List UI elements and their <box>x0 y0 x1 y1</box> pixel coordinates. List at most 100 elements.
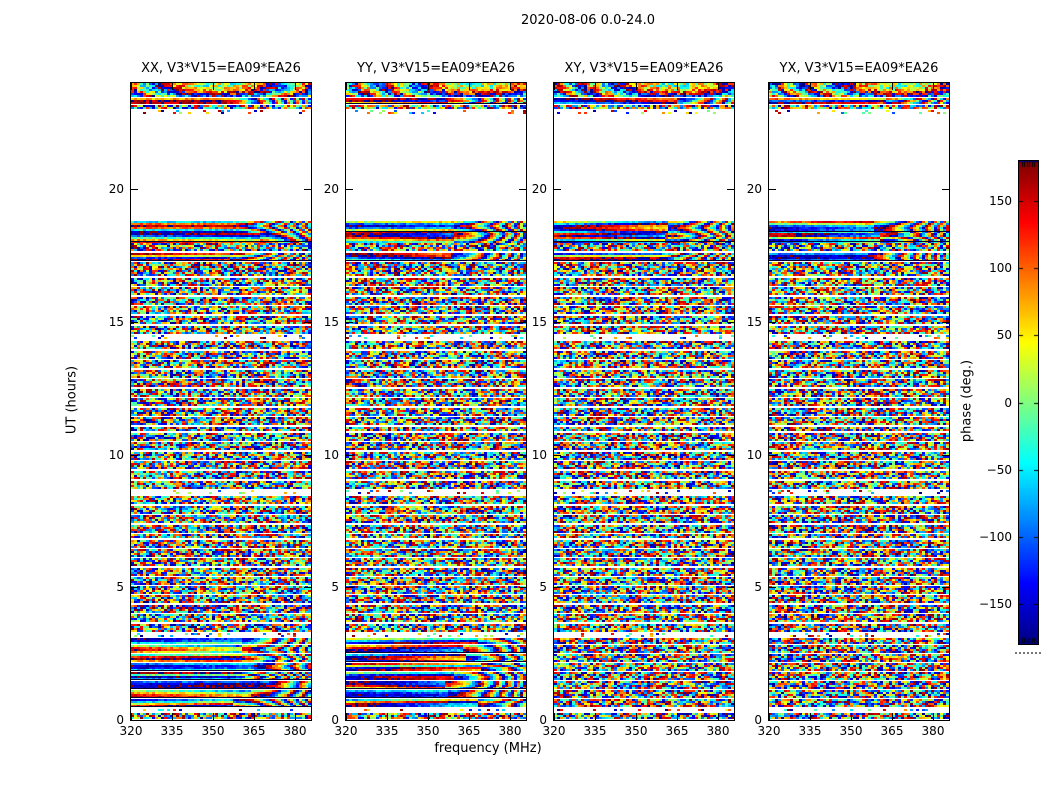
y-tick-label: 0 <box>539 713 547 727</box>
y-tickmark <box>519 455 526 456</box>
x-tickmark <box>677 83 678 90</box>
y-tick-label: 20 <box>531 182 547 196</box>
y-tickmark <box>346 189 353 190</box>
y-tickmark <box>346 322 353 323</box>
colorbar-tick-label: 100 <box>989 261 1012 275</box>
x-tickmark <box>636 713 637 720</box>
colorbar-tick-label: −100 <box>979 530 1012 544</box>
y-tick-label: 15 <box>746 315 762 329</box>
colorbar-flagged-dots-icon <box>1015 652 1041 654</box>
y-tickmark <box>554 189 561 190</box>
y-tickmark <box>519 587 526 588</box>
colorbar-tick-label: −150 <box>979 597 1012 611</box>
x-tick-label: 380 <box>498 724 522 738</box>
x-tickmark <box>254 713 255 720</box>
x-tick-label: 320 <box>757 724 781 738</box>
subplot-yx-heatmap <box>769 83 949 720</box>
y-tickmark <box>942 189 949 190</box>
x-tickmark <box>387 713 388 720</box>
y-tickmark <box>304 720 311 721</box>
y-tickmark <box>769 587 776 588</box>
x-tick-label: 320 <box>119 724 143 738</box>
y-tickmark <box>769 720 776 721</box>
y-tickmark <box>519 322 526 323</box>
subplot-yy-title: YY, V3*V15=EA09*EA26 <box>357 61 515 76</box>
x-tickmark <box>469 713 470 720</box>
x-tickmark <box>554 83 555 90</box>
y-tickmark <box>942 587 949 588</box>
y-tick-label: 5 <box>331 580 339 594</box>
y-tickmark <box>304 587 311 588</box>
subplot-yy-heatmap <box>346 83 526 720</box>
y-tick-label: 20 <box>323 182 339 196</box>
y-tickmark <box>942 455 949 456</box>
colorbar-tick-label: −50 <box>986 463 1012 477</box>
x-tick-label: 335 <box>375 724 399 738</box>
x-tickmark <box>510 83 511 90</box>
y-tickmark <box>131 189 138 190</box>
x-tickmark <box>810 713 811 720</box>
y-tick-label: 10 <box>323 448 339 462</box>
x-tick-label: 350 <box>839 724 863 738</box>
figure-title: 2020-08-06 0.0-24.0 <box>521 13 655 28</box>
y-tickmark <box>942 720 949 721</box>
y-tick-label: 20 <box>746 182 762 196</box>
y-tickmark <box>131 720 138 721</box>
y-tickmark <box>519 720 526 721</box>
subplot-xx-heatmap <box>131 83 311 720</box>
y-tickmark <box>554 322 561 323</box>
y-tick-label: 10 <box>108 448 124 462</box>
subplot-xy-title: XY, V3*V15=EA09*EA26 <box>564 61 724 76</box>
x-tickmark <box>346 83 347 90</box>
y-tickmark <box>727 322 734 323</box>
x-tickmark <box>469 83 470 90</box>
y-tick-label: 10 <box>746 448 762 462</box>
x-tickmark <box>851 713 852 720</box>
y-tickmark <box>942 322 949 323</box>
x-tickmark <box>810 83 811 90</box>
y-tick-label: 0 <box>116 713 124 727</box>
x-tick-label: 380 <box>706 724 730 738</box>
colorbar-tick-label: 150 <box>989 194 1012 208</box>
y-tickmark <box>131 587 138 588</box>
y-tickmark <box>554 587 561 588</box>
x-tickmark <box>295 713 296 720</box>
x-tickmark <box>510 713 511 720</box>
subplot-xy: XY, V3*V15=EA09*EA26 320 335 350 365 380 0 5 10… <box>532 61 735 738</box>
y-tickmark <box>131 322 138 323</box>
y-tickmark <box>304 189 311 190</box>
colorbar-label: phase (deg.) <box>959 359 975 443</box>
subplot-yx: YX, V3*V15=EA09*EA26 320 335 350 365 380 0 5 10… <box>747 61 950 738</box>
y-tickmark <box>769 189 776 190</box>
y-tickmark <box>769 322 776 323</box>
x-tickmark <box>213 83 214 90</box>
x-tick-label: 335 <box>798 724 822 738</box>
subplot-xx-title: XX, V3*V15=EA09*EA26 <box>141 61 301 76</box>
y-tickmark <box>554 455 561 456</box>
x-tickmark <box>428 713 429 720</box>
colorbar-tick-label: 50 <box>996 328 1012 342</box>
x-tickmark <box>636 83 637 90</box>
x-tick-label: 335 <box>160 724 184 738</box>
x-tick-label: 365 <box>665 724 689 738</box>
x-tickmark <box>595 713 596 720</box>
y-tick-label: 5 <box>539 580 547 594</box>
y-tickmark <box>131 455 138 456</box>
x-tick-label: 350 <box>624 724 648 738</box>
x-tickmark <box>295 83 296 90</box>
y-tickmark <box>554 720 561 721</box>
y-tick-label: 15 <box>531 315 547 329</box>
y-axis-label: UT (hours) <box>64 365 80 435</box>
x-tickmark <box>554 713 555 720</box>
y-tickmark <box>769 455 776 456</box>
x-tickmark <box>131 83 132 90</box>
x-tickmark <box>769 83 770 90</box>
y-tick-label: 15 <box>323 315 339 329</box>
y-tickmark <box>346 720 353 721</box>
x-tickmark <box>172 713 173 720</box>
x-tickmark <box>254 83 255 90</box>
x-tick-label: 365 <box>242 724 266 738</box>
x-tickmark <box>933 83 934 90</box>
x-tick-label: 365 <box>880 724 904 738</box>
